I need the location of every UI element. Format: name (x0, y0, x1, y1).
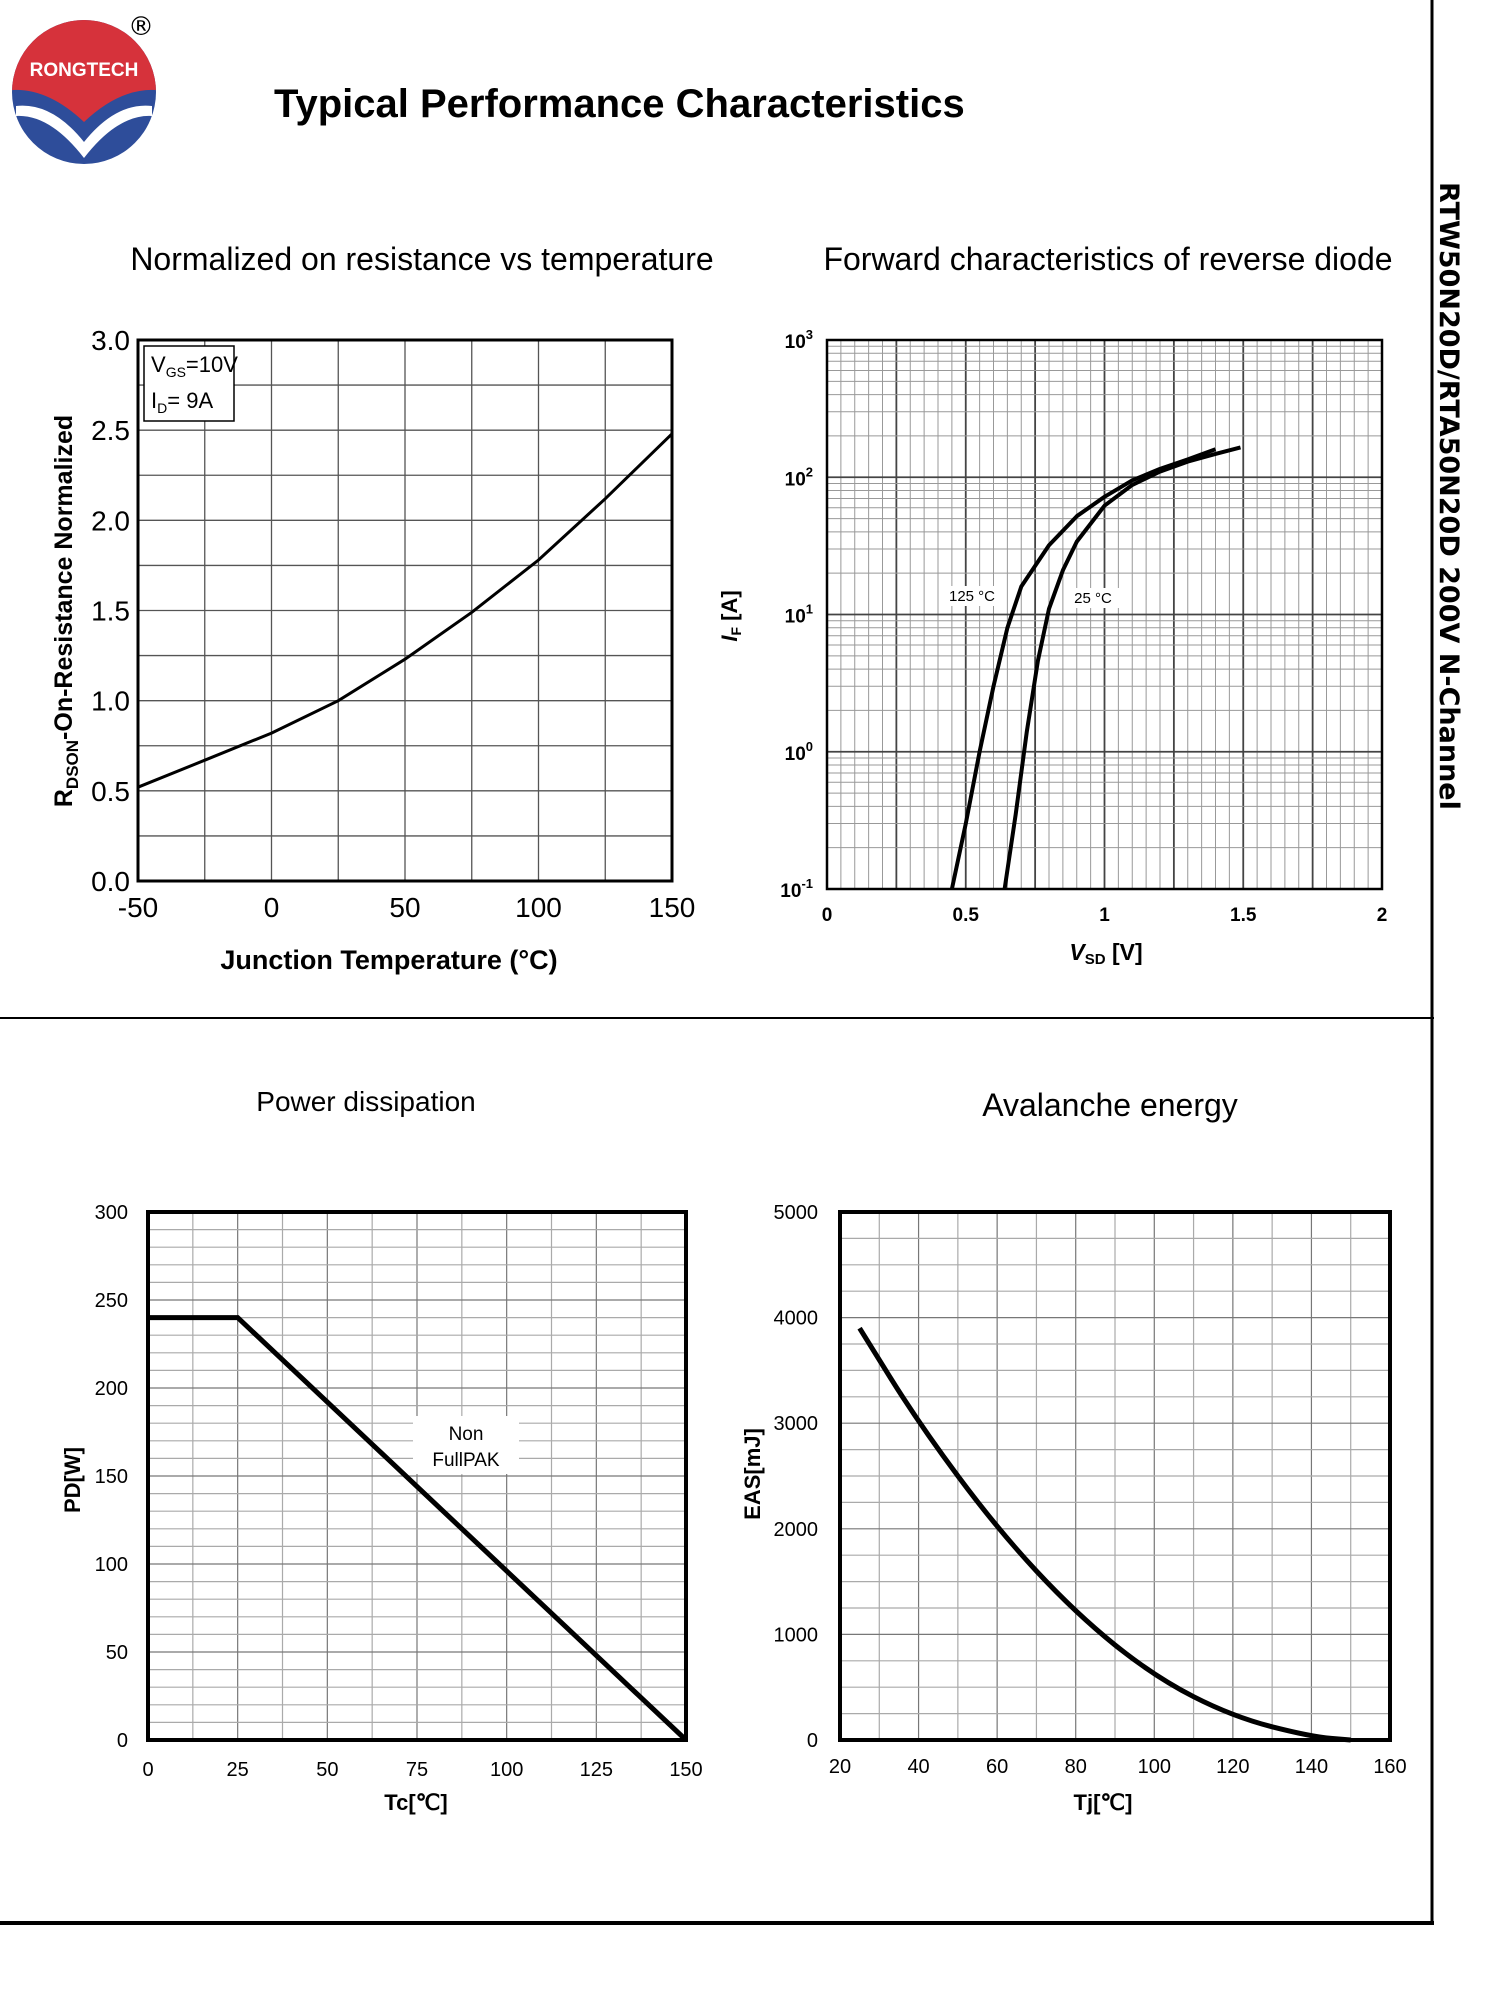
x-tick-label: 120 (1216, 1756, 1249, 1778)
chart-title: Normalized on resistance vs temperature (130, 241, 713, 277)
registered-mark: ® (128, 12, 154, 42)
legend-box (143, 345, 235, 422)
y-tick-label: 102 (785, 464, 813, 490)
series-line-125c (949, 447, 1217, 890)
x-axis-label: Tj[℃] (1074, 1790, 1133, 1815)
y-tick-label: 4000 (774, 1308, 819, 1330)
annotation-fullpak: FullPAK (432, 1450, 500, 1471)
y-tick-label: 250 (95, 1290, 128, 1312)
x-tick-label: 60 (986, 1756, 1008, 1778)
y-tick-label: 2.0 (91, 505, 130, 536)
x-tick-label: 100 (1138, 1756, 1171, 1778)
x-tick-label: 50 (316, 1759, 338, 1781)
y-tick-label: 2000 (774, 1519, 819, 1541)
plot-border (838, 1210, 1392, 1742)
x-tick-label: 0 (264, 892, 280, 923)
series-line-pd (148, 1315, 688, 1742)
x-tick-label: 40 (907, 1756, 929, 1778)
plot-border (136, 338, 674, 883)
x-tick-label: 0 (142, 1759, 153, 1781)
x-tick-label: 100 (515, 892, 562, 923)
y-tick-label: 50 (106, 1642, 128, 1664)
y-tick-label: 300 (95, 1202, 128, 1224)
series-line-rdson (137, 432, 674, 789)
chart-reverse-diode-forward: Forward characteristics of reverse diode… (717, 241, 1393, 968)
chart-rdson-vs-temperature: Normalized on resistance vs temperature -… (50, 241, 714, 975)
y-tick-label: 150 (95, 1466, 128, 1488)
chart-title: Forward characteristics of reverse diode (823, 241, 1392, 277)
y-tick-label: 100 (95, 1554, 128, 1576)
rongtech-logo: RONGTECH (10, 18, 160, 168)
y-tick-label: 1.5 (91, 596, 130, 627)
x-axis-label: Tc[℃] (384, 1790, 447, 1815)
x-tick-label: 160 (1373, 1756, 1406, 1778)
page-title: Typical Performance Characteristics (274, 82, 965, 126)
x-tick-label: 100 (490, 1759, 523, 1781)
x-tick-label: -50 (118, 892, 158, 923)
logo-brand-text: RONGTECH (30, 60, 139, 81)
x-tick-label: 50 (389, 892, 420, 923)
logo-check-icon (16, 105, 152, 158)
legend-id: ID= 9A (151, 388, 213, 416)
x-tick-label: 150 (649, 892, 696, 923)
y-tick-label: 2.5 (91, 415, 130, 446)
y-tick-label: 0 (117, 1730, 128, 1752)
annotation-25c: 25 °C (1074, 590, 1112, 607)
x-tick-label: 1.5 (1230, 905, 1257, 926)
x-tick-label: 1 (1099, 905, 1110, 926)
chart-avalanche-energy: Avalanche energy 20 40 60 80 100 120 140 160 0 100… (740, 1087, 1407, 1815)
y-tick-label: 5000 (774, 1202, 819, 1224)
series-line-eas (857, 1326, 1351, 1743)
series-line-25c (1002, 445, 1242, 890)
y-tick-label: 103 (785, 327, 813, 353)
plot-border (825, 338, 1384, 891)
y-tick-label: 1000 (774, 1624, 819, 1646)
x-tick-label: 25 (227, 1759, 249, 1781)
y-tick-label: 101 (785, 602, 813, 628)
annotation-non: Non (449, 1424, 484, 1445)
x-tick-label: 150 (669, 1759, 702, 1781)
annotation-bg (1065, 588, 1121, 608)
chart-power-dissipation: Power dissipation 0 25 50 75 100 125 150 0 50 100 1… (60, 1086, 703, 1815)
x-axis-label: VSD [V] (1069, 939, 1142, 968)
x-axis-label: Junction Temperature (°C) (220, 945, 557, 975)
x-tick-label: 20 (829, 1756, 851, 1778)
y-tick-label: 3000 (774, 1413, 819, 1435)
logo-red-top (12, 20, 156, 122)
plot-border (146, 1210, 688, 1742)
y-tick-label: 100 (785, 739, 813, 765)
annotation-125c: 125 °C (949, 588, 995, 605)
x-tick-label: 0.5 (953, 905, 980, 926)
x-tick-label: 125 (580, 1759, 613, 1781)
y-axis-label: RDSON-On-Resistance Normalized (50, 415, 82, 807)
x-tick-label: 2 (1377, 905, 1388, 926)
y-tick-label: 1.0 (91, 686, 130, 717)
y-tick-label: 0.5 (91, 776, 130, 807)
y-tick-label: 200 (95, 1378, 128, 1400)
legend-vgs: VGS=10V (151, 352, 238, 380)
y-axis-label: EAS[mJ] (740, 1428, 765, 1520)
annotation-bg (413, 1416, 519, 1474)
x-tick-label: 75 (406, 1759, 428, 1781)
y-tick-label: 0 (807, 1730, 818, 1752)
y-tick-label: 3.0 (91, 325, 130, 356)
x-tick-label: 0 (822, 905, 833, 926)
y-tick-label: 0.0 (91, 866, 130, 897)
y-axis-label: PD[W] (60, 1447, 85, 1513)
y-tick-label: 10-1 (780, 876, 813, 902)
x-tick-label: 80 (1065, 1756, 1087, 1778)
annotation-bg (944, 586, 1000, 606)
y-axis-label: IF [A] (717, 590, 744, 641)
x-tick-label: 140 (1295, 1756, 1328, 1778)
side-part-number-title: RTW50N20D/RTA50N20D 200V N-Channel (1433, 182, 1464, 810)
chart-title: Avalanche energy (982, 1087, 1238, 1123)
chart-title: Power dissipation (256, 1086, 475, 1117)
